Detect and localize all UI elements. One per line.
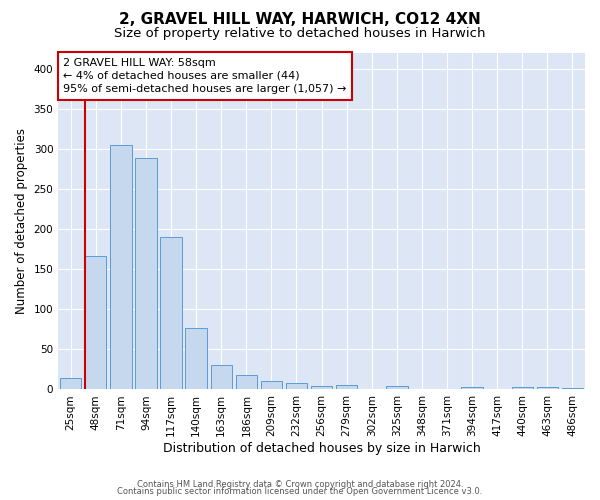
Bar (185, 328, 207, 390)
Y-axis label: Number of detached properties: Number of detached properties (15, 128, 28, 314)
Bar (261, 382, 282, 390)
Bar (336, 386, 358, 390)
Bar (537, 387, 558, 390)
Text: 2 GRAVEL HILL WAY: 58sqm
← 4% of detached houses are smaller (44)
95% of semi-de: 2 GRAVEL HILL WAY: 58sqm ← 4% of detache… (64, 58, 347, 94)
Bar (286, 383, 307, 390)
Bar (311, 386, 332, 390)
Bar (562, 388, 583, 390)
Text: Contains HM Land Registry data © Crown copyright and database right 2024.: Contains HM Land Registry data © Crown c… (137, 480, 463, 489)
Bar (236, 375, 257, 390)
Bar (160, 237, 182, 390)
Bar (512, 387, 533, 390)
Bar (60, 378, 82, 390)
Bar (461, 387, 483, 390)
Text: 2, GRAVEL HILL WAY, HARWICH, CO12 4XN: 2, GRAVEL HILL WAY, HARWICH, CO12 4XN (119, 12, 481, 28)
Bar (110, 145, 131, 390)
Text: Size of property relative to detached houses in Harwich: Size of property relative to detached ho… (114, 28, 486, 40)
Bar (386, 386, 407, 390)
Bar (136, 158, 157, 390)
X-axis label: Distribution of detached houses by size in Harwich: Distribution of detached houses by size … (163, 442, 481, 455)
Bar (85, 256, 106, 390)
Text: Contains public sector information licensed under the Open Government Licence v3: Contains public sector information licen… (118, 487, 482, 496)
Bar (211, 364, 232, 390)
